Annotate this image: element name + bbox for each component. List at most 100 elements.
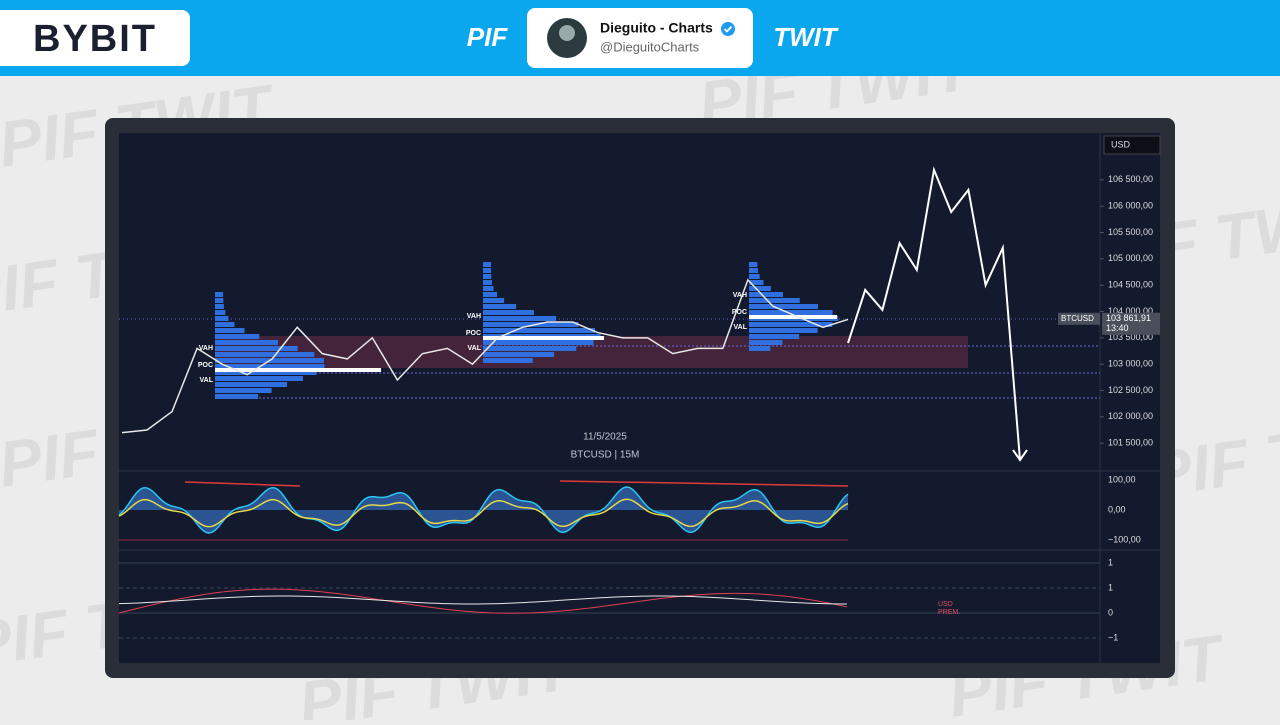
profile-handle: @DieguitoCharts <box>600 39 700 54</box>
profile-row <box>749 286 771 291</box>
y-tick-label: 103 000,00 <box>1108 359 1153 369</box>
profile-label: POC <box>198 362 213 369</box>
profile-row <box>749 304 819 309</box>
profile-row <box>215 370 317 375</box>
last-price: 103 861,91 <box>1106 313 1151 323</box>
y-tick-label: 101 500,00 <box>1108 438 1153 448</box>
y-tick-label: 105 500,00 <box>1108 227 1153 237</box>
profile-row <box>215 334 260 339</box>
profile-row <box>483 292 498 297</box>
osc-trend <box>184 481 301 487</box>
profile-row <box>215 310 226 315</box>
profile-row <box>215 322 235 327</box>
osc-line <box>118 486 849 534</box>
profile-name: Dieguito - Charts <box>600 20 713 36</box>
profile-row <box>483 280 492 285</box>
profile-row <box>749 274 760 279</box>
profile-row <box>749 268 758 273</box>
premium-lines <box>118 588 848 614</box>
profile-label: POC <box>732 309 747 316</box>
prem-tick-label: 0 <box>1108 607 1113 617</box>
profile-label: VAL <box>200 377 214 384</box>
profile-label: VAL <box>468 345 482 352</box>
profile-row <box>215 394 259 399</box>
chart-date: 11/5/2025 <box>583 432 627 443</box>
profile-row <box>215 340 278 345</box>
profile-row <box>749 280 764 285</box>
profile-row <box>483 268 492 273</box>
profile-row <box>749 340 783 345</box>
profile-label: VAL <box>734 324 748 331</box>
left-tag: PIF <box>467 22 509 52</box>
profile-row <box>483 340 594 345</box>
profile-label: VAH <box>199 345 213 352</box>
arrow-head <box>1012 449 1028 462</box>
profile-row <box>749 262 758 267</box>
premium-line <box>118 588 848 614</box>
last-price-symbol: BTCUSD <box>1061 314 1094 323</box>
chart-symbol: BTCUSD | 15M <box>571 450 640 461</box>
profile-row <box>215 388 272 393</box>
profile-row <box>483 322 579 327</box>
last-price-box <box>1102 312 1160 335</box>
profile-row <box>215 346 298 351</box>
profile-row <box>749 322 833 327</box>
profile-row <box>215 364 325 369</box>
y-tick-label: 103 500,00 <box>1108 332 1153 342</box>
verified-badge <box>721 22 735 36</box>
prem-tick-label: 1 <box>1108 557 1113 567</box>
y-tick-label: 102 000,00 <box>1108 411 1153 421</box>
logo: BYBIT <box>33 18 157 60</box>
osc-tick-label: −100,00 <box>1108 534 1141 544</box>
profile-row <box>215 316 229 321</box>
prem-tick-label: −1 <box>1108 632 1118 642</box>
profile-row <box>749 310 833 315</box>
poc-row <box>215 368 381 372</box>
profile-row <box>483 328 595 333</box>
profile-row <box>215 382 288 387</box>
profile-row <box>483 352 555 357</box>
prem-label: PREM. <box>938 609 960 616</box>
osc-trend <box>559 480 849 487</box>
profile-row <box>215 304 224 309</box>
profile-row <box>483 358 533 363</box>
projection-line <box>847 166 1021 461</box>
osc-tick-label: 100,00 <box>1108 474 1136 484</box>
profile-row <box>749 334 800 339</box>
profile-row <box>215 298 224 303</box>
profile-row <box>483 310 534 315</box>
profile-card <box>527 8 753 68</box>
osc-tick-label: 0,00 <box>1108 504 1126 514</box>
y-tick-label: 106 500,00 <box>1108 174 1153 184</box>
profile-row <box>483 304 517 309</box>
y-tick-label: 104 500,00 <box>1108 280 1153 290</box>
profile-row <box>483 286 494 291</box>
profile-row <box>749 328 818 333</box>
profile-row <box>483 274 492 279</box>
last-price-box <box>1058 312 1100 325</box>
profile-label: VAH <box>733 292 747 299</box>
y-tick-label: 106 000,00 <box>1108 201 1153 211</box>
premium-line <box>118 595 848 605</box>
profile-row <box>483 346 577 351</box>
profile-row <box>215 376 303 381</box>
profile-row <box>749 346 771 351</box>
price-line <box>121 278 849 434</box>
prem-tick-label: 1 <box>1108 582 1113 592</box>
profile-row <box>483 298 505 303</box>
y-tick-label: 102 500,00 <box>1108 385 1153 395</box>
profile-row <box>483 262 492 267</box>
prem-label: USD <box>938 601 953 608</box>
profile-label: VAH <box>467 313 481 320</box>
profile-label: POC <box>466 330 481 337</box>
profile-row <box>749 298 800 303</box>
logo-box <box>0 10 190 66</box>
verified-check <box>723 25 733 33</box>
poc-row <box>749 315 837 319</box>
y-tick-label: 104 000,00 <box>1108 306 1153 316</box>
oscillator <box>118 480 849 541</box>
avatar-head <box>559 25 575 41</box>
osc-signal <box>118 498 849 528</box>
